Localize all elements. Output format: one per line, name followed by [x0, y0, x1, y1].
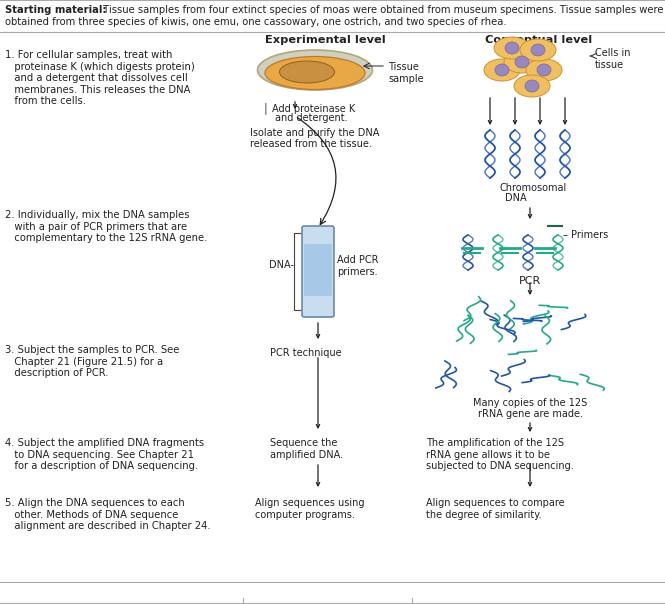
Ellipse shape: [514, 75, 550, 97]
Text: DNA-: DNA-: [269, 260, 294, 270]
Text: Chromosomal: Chromosomal: [500, 183, 567, 193]
Text: PCR: PCR: [519, 276, 541, 286]
Text: rRNA gene are made.: rRNA gene are made.: [477, 409, 583, 419]
Text: DNA: DNA: [505, 193, 527, 203]
Text: 1. For cellular samples, treat with
   proteinase K (which digests protein)
   a: 1. For cellular samples, treat with prot…: [5, 50, 195, 106]
Text: Many copies of the 12S: Many copies of the 12S: [473, 398, 587, 408]
Text: Experimental level: Experimental level: [265, 35, 386, 45]
Text: 2. Individually, mix the DNA samples
   with a pair of PCR primers that are
   c: 2. Individually, mix the DNA samples wit…: [5, 210, 207, 243]
Ellipse shape: [495, 64, 509, 76]
Text: Align sequences to compare
the degree of similarity.: Align sequences to compare the degree of…: [426, 498, 565, 519]
Text: released from the tissue.: released from the tissue.: [250, 139, 372, 149]
Text: and detergent.: and detergent.: [275, 113, 348, 123]
Text: Cells in
tissue: Cells in tissue: [595, 48, 630, 69]
Ellipse shape: [279, 61, 334, 83]
Ellipse shape: [265, 57, 365, 89]
Text: Conceptual level: Conceptual level: [485, 35, 593, 45]
Text: Sequence the
amplified DNA.: Sequence the amplified DNA.: [270, 438, 343, 460]
Text: Align sequences using
computer programs.: Align sequences using computer programs.: [255, 498, 364, 519]
Text: PCR technique: PCR technique: [270, 348, 342, 358]
Text: Isolate and purify the DNA: Isolate and purify the DNA: [250, 128, 379, 138]
Text: obtained from three species of kiwis, one emu, one cassowary, one ostrich, and t: obtained from three species of kiwis, on…: [5, 17, 507, 27]
Ellipse shape: [515, 56, 529, 68]
Ellipse shape: [505, 42, 519, 54]
Text: Tissue
sample: Tissue sample: [388, 62, 424, 83]
Text: 3. Subject the samples to PCR. See
   Chapter 21 (Figure 21.5) for a
   descript: 3. Subject the samples to PCR. See Chapt…: [5, 345, 180, 378]
Ellipse shape: [494, 37, 530, 59]
Ellipse shape: [504, 51, 540, 73]
Text: │ Add proteinase K: │ Add proteinase K: [263, 102, 355, 114]
Ellipse shape: [526, 59, 562, 81]
Ellipse shape: [257, 50, 372, 90]
Text: The amplification of the 12S
rRNA gene allows it to be
subjected to DNA sequenci: The amplification of the 12S rRNA gene a…: [426, 438, 574, 471]
Text: Starting material:: Starting material:: [5, 5, 106, 15]
Ellipse shape: [537, 64, 551, 76]
Text: – Primers: – Primers: [563, 230, 608, 240]
Ellipse shape: [484, 59, 520, 81]
Ellipse shape: [520, 39, 556, 61]
Text: 5. Align the DNA sequences to each
   other. Methods of DNA sequence
   alignmen: 5. Align the DNA sequences to each other…: [5, 498, 211, 531]
Text: 4. Subject the amplified DNA fragments
   to DNA sequencing. See Chapter 21
   f: 4. Subject the amplified DNA fragments t…: [5, 438, 204, 471]
FancyBboxPatch shape: [304, 244, 332, 296]
Ellipse shape: [525, 80, 539, 92]
Text: Add PCR
primers.: Add PCR primers.: [337, 255, 378, 277]
FancyBboxPatch shape: [302, 226, 334, 317]
Text: Tissue samples from four extinct species of moas were obtained from museum speci: Tissue samples from four extinct species…: [100, 5, 665, 15]
Ellipse shape: [531, 44, 545, 56]
